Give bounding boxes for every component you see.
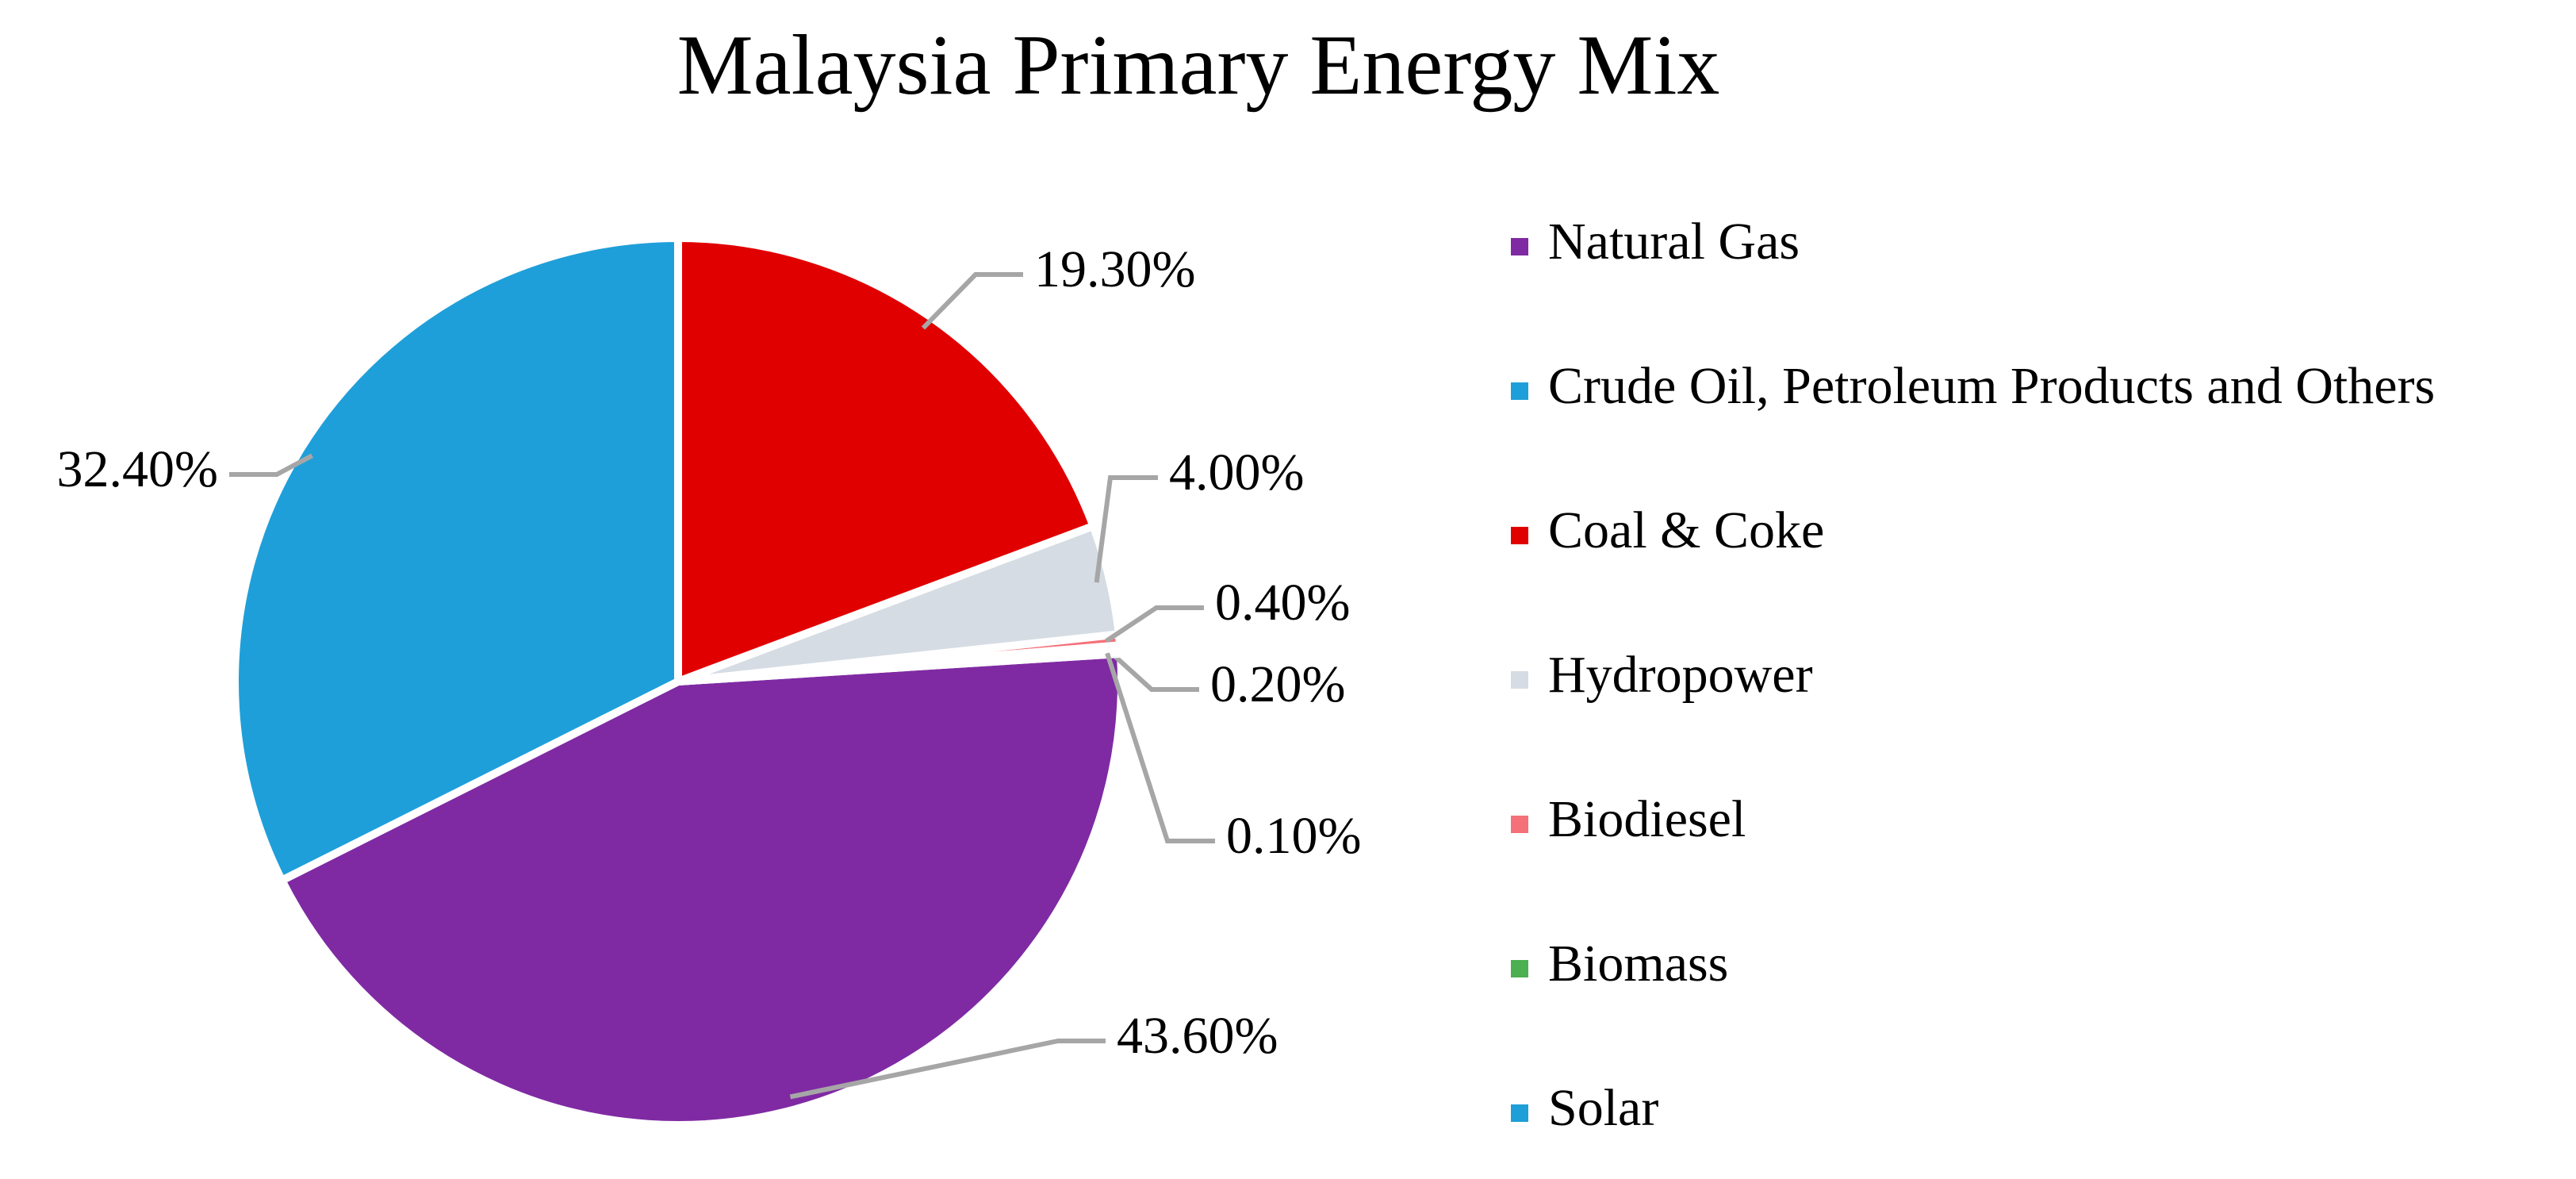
leader-line (1094, 475, 1158, 583)
legend-label: Natural Gas (1548, 213, 1800, 271)
leader-line (921, 272, 1023, 330)
leader-line (789, 1039, 1106, 1100)
legend-label: Solar (1548, 1079, 1658, 1137)
legend-label: Biodiesel (1548, 790, 1746, 848)
legend-marker (1511, 671, 1528, 689)
legend-label: Coal & Coke (1548, 501, 1824, 559)
legend-marker (1511, 527, 1528, 544)
legend-label: Crude Oil, Petroleum Products and Others (1548, 357, 2435, 415)
legend-marker (1511, 1104, 1528, 1122)
value-label: 4.00% (1169, 444, 1304, 501)
value-label: 0.10% (1226, 807, 1361, 865)
leader-line (229, 453, 313, 477)
value-label: 0.20% (1210, 655, 1345, 713)
value-label: 32.40% (57, 440, 218, 498)
pie-slice (231, 233, 682, 886)
value-label: 43.60% (1117, 1007, 1278, 1065)
legend-marker (1511, 382, 1528, 400)
value-label: 19.30% (1034, 240, 1195, 298)
pie-slice (677, 647, 1125, 686)
legend-label: Hydropower (1548, 646, 1813, 704)
legend-marker (1511, 816, 1528, 833)
legend-marker (1511, 960, 1528, 977)
chart-title: Malaysia Primary Energy Mix (677, 18, 1720, 113)
legend-label: Biomass (1548, 935, 1728, 993)
value-label: 0.40% (1215, 574, 1350, 632)
leader-line (1105, 647, 1199, 692)
legend-marker (1511, 238, 1528, 255)
leader-line (1105, 605, 1204, 643)
pie-slice (276, 649, 1125, 1129)
leader-line (1105, 652, 1215, 843)
